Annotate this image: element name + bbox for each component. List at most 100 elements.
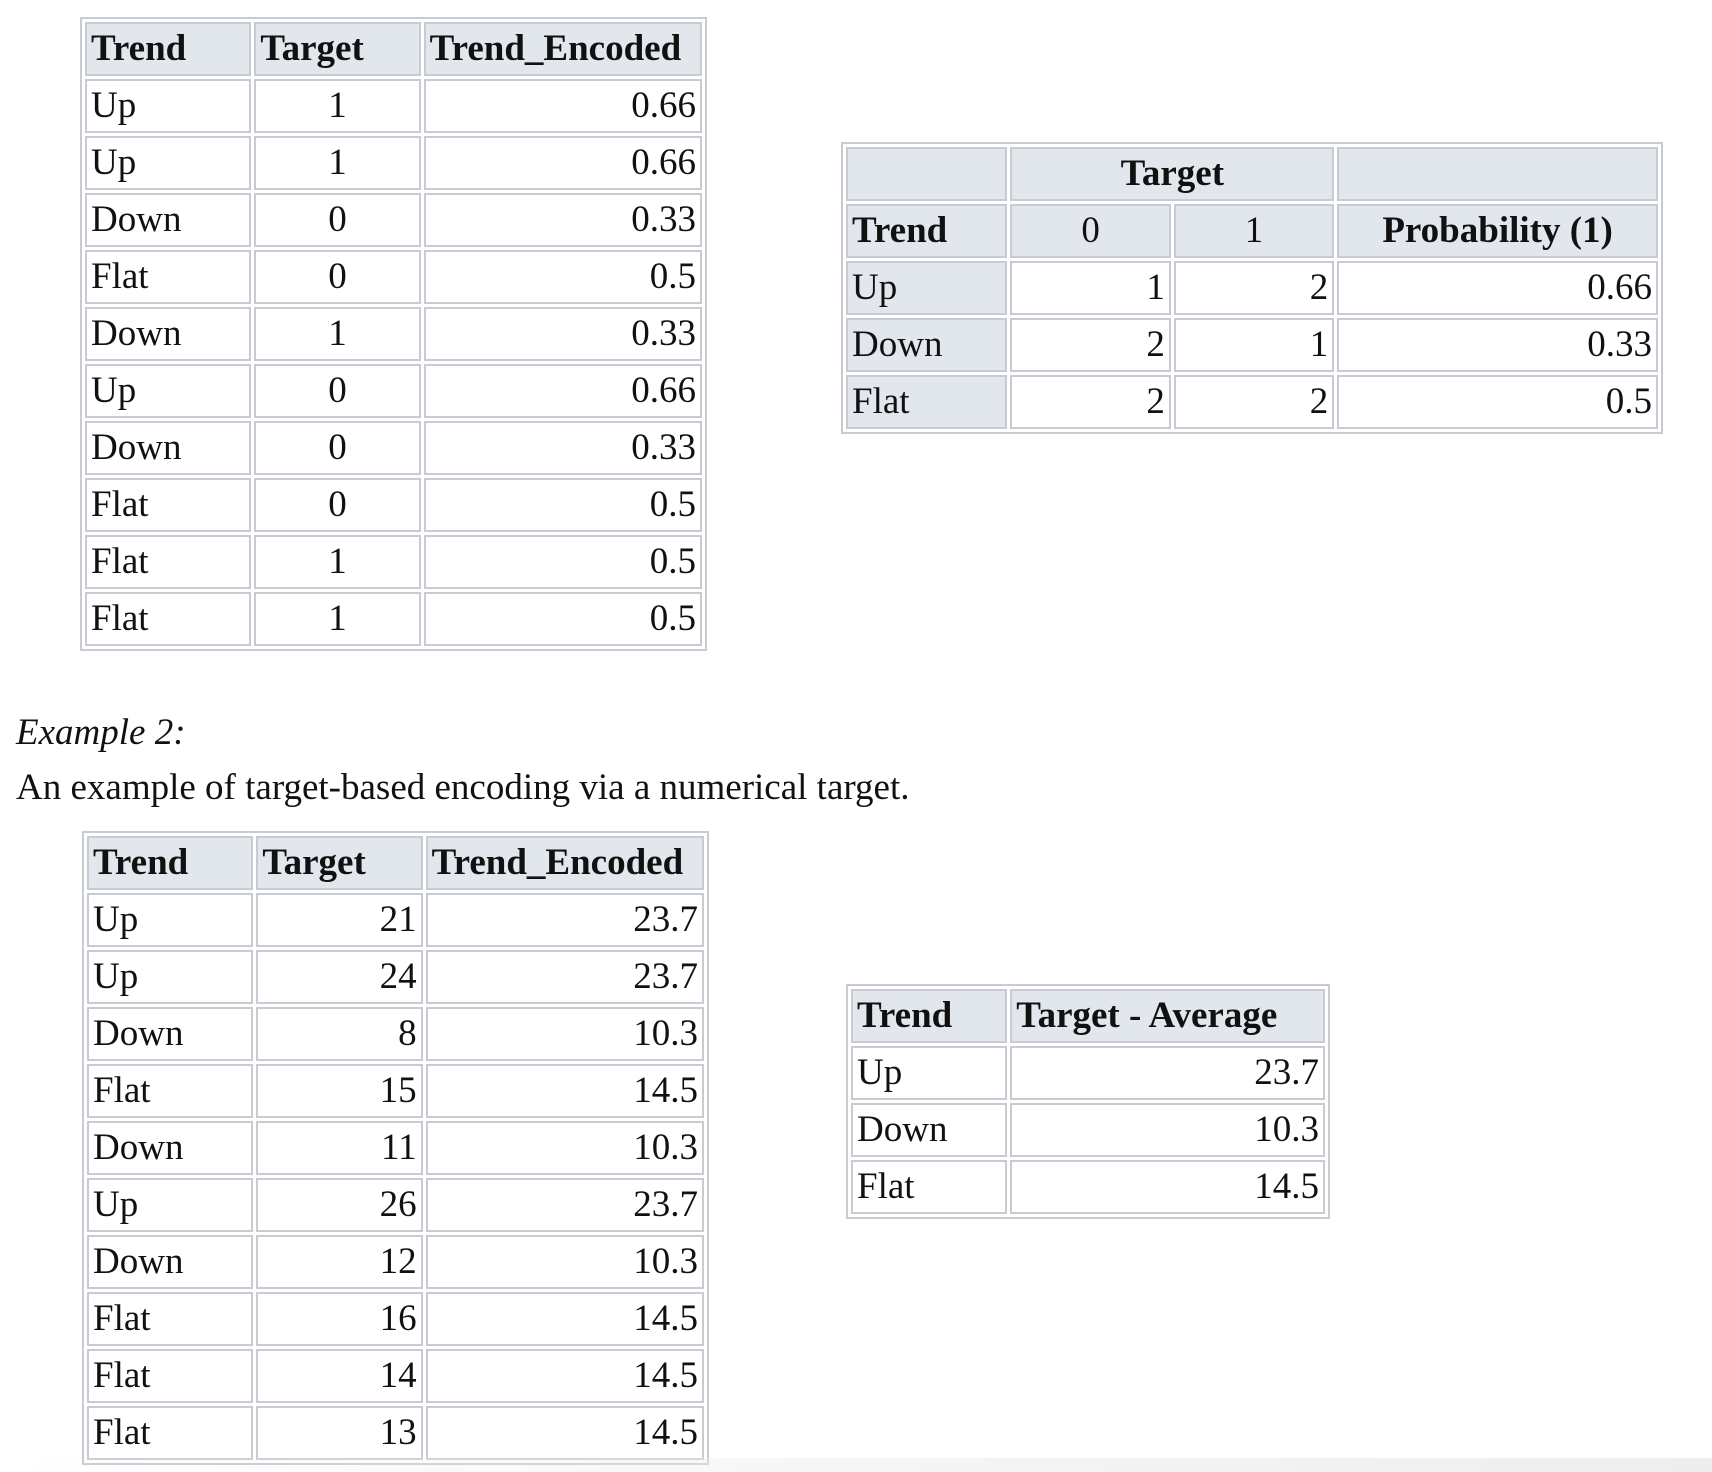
trend-column-header: Trend bbox=[85, 22, 252, 76]
example1-data-table: Trend Target Trend_Encoded Up 1 0.66 Up 1 0.… bbox=[80, 17, 707, 651]
encoded-cell: 10.3 bbox=[425, 1007, 704, 1061]
table-row: Flat 14 14.5 bbox=[87, 1349, 704, 1403]
table-row: Up 1 0.66 bbox=[85, 136, 702, 190]
target-cell: 0 bbox=[254, 193, 421, 247]
encoded-cell: 23.7 bbox=[425, 950, 704, 1004]
trend-cell: Flat bbox=[87, 1292, 254, 1346]
trend-cell: Flat bbox=[87, 1064, 254, 1118]
table-row: Down 1 0.33 bbox=[85, 307, 702, 361]
encoded-cell: 0.66 bbox=[423, 136, 702, 190]
trend-encoded-column-header: Trend_Encoded bbox=[423, 22, 702, 76]
encoded-cell: 10.3 bbox=[425, 1121, 704, 1175]
encoded-cell: 0.33 bbox=[423, 193, 702, 247]
trend-cell: Flat bbox=[87, 1349, 254, 1403]
trend-cell: Up bbox=[87, 893, 254, 947]
trend-column-header: Trend bbox=[851, 989, 1008, 1043]
probability-column-header: Probability (1) bbox=[1337, 204, 1658, 258]
target-cell: 1 bbox=[254, 307, 421, 361]
table-row: Down 0 0.33 bbox=[85, 421, 702, 475]
trend-cell: Down bbox=[85, 421, 252, 475]
table-row: Up 24 23.7 bbox=[87, 950, 704, 1004]
trend-cell: Flat bbox=[851, 1160, 1008, 1214]
trend-cell: Flat bbox=[87, 1406, 254, 1460]
encoded-cell: 0.66 bbox=[423, 79, 702, 133]
table-header-row: Trend 0 1 Probability (1) bbox=[846, 204, 1658, 258]
trend-cell: Down bbox=[85, 193, 252, 247]
target-cell: 16 bbox=[256, 1292, 423, 1346]
target-1-column-header: 1 bbox=[1173, 204, 1335, 258]
table-header-row: Trend Target - Average bbox=[851, 989, 1325, 1043]
bottom-edge-shadow bbox=[0, 1458, 1712, 1472]
table-row: Down 10.3 bbox=[851, 1103, 1325, 1157]
target-0-column-header: 0 bbox=[1010, 204, 1171, 258]
table-row: Flat 0 0.5 bbox=[85, 478, 702, 532]
average-cell: 14.5 bbox=[1010, 1160, 1325, 1214]
trend-column-header: Trend bbox=[87, 836, 254, 890]
example2-summary-table: Trend Target - Average Up 23.7 Down 10.3 F… bbox=[846, 984, 1330, 1219]
trend-cell: Flat bbox=[846, 375, 1008, 429]
table-group-header-row: Target bbox=[846, 147, 1658, 201]
table-row: Down 8 10.3 bbox=[87, 1007, 704, 1061]
trend-cell: Flat bbox=[85, 478, 252, 532]
target-cell: 13 bbox=[256, 1406, 423, 1460]
trend-cell: Down bbox=[87, 1007, 254, 1061]
table-row: Flat 13 14.5 bbox=[87, 1406, 704, 1460]
trend-cell: Up bbox=[846, 261, 1008, 315]
table-row: Down 11 10.3 bbox=[87, 1121, 704, 1175]
empty-header-cell bbox=[846, 147, 1008, 201]
encoded-cell: 0.33 bbox=[423, 307, 702, 361]
trend-cell: Flat bbox=[85, 592, 252, 646]
target-cell: 1 bbox=[254, 592, 421, 646]
target-cell: 8 bbox=[256, 1007, 423, 1061]
encoded-cell: 14.5 bbox=[425, 1292, 704, 1346]
target-cell: 0 bbox=[254, 421, 421, 475]
trend-cell: Up bbox=[85, 79, 252, 133]
trend-cell: Down bbox=[85, 307, 252, 361]
table-row: Flat 15 14.5 bbox=[87, 1064, 704, 1118]
probability-cell: 0.66 bbox=[1337, 261, 1658, 315]
encoded-cell: 23.7 bbox=[425, 1178, 704, 1232]
table-row: Down 12 10.3 bbox=[87, 1235, 704, 1289]
count-1-cell: 2 bbox=[1173, 261, 1335, 315]
target-cell: 1 bbox=[254, 79, 421, 133]
target-cell: 24 bbox=[256, 950, 423, 1004]
target-cell: 26 bbox=[256, 1178, 423, 1232]
trend-encoded-column-header: Trend_Encoded bbox=[425, 836, 704, 890]
encoded-cell: 23.7 bbox=[425, 893, 704, 947]
table-row: Up 0 0.66 bbox=[85, 364, 702, 418]
encoded-cell: 0.5 bbox=[423, 478, 702, 532]
example1-summary-table: Target Trend 0 1 Probability (1) Up 1 2 0.6… bbox=[841, 142, 1663, 434]
table-row: Up 23.7 bbox=[851, 1046, 1325, 1100]
count-0-cell: 1 bbox=[1010, 261, 1171, 315]
empty-header-cell bbox=[1337, 147, 1658, 201]
encoded-cell: 0.5 bbox=[423, 592, 702, 646]
average-cell: 10.3 bbox=[1010, 1103, 1325, 1157]
target-cell: 12 bbox=[256, 1235, 423, 1289]
target-cell: 11 bbox=[256, 1121, 423, 1175]
table-row: Flat 1 0.5 bbox=[85, 592, 702, 646]
encoded-cell: 0.66 bbox=[423, 364, 702, 418]
table-row: Up 26 23.7 bbox=[87, 1178, 704, 1232]
encoded-cell: 0.33 bbox=[423, 421, 702, 475]
trend-cell: Down bbox=[87, 1235, 254, 1289]
trend-cell: Up bbox=[85, 364, 252, 418]
trend-column-header: Trend bbox=[846, 204, 1008, 258]
encoded-cell: 14.5 bbox=[425, 1406, 704, 1460]
target-cell: 15 bbox=[256, 1064, 423, 1118]
trend-cell: Up bbox=[85, 136, 252, 190]
table-row: Flat 14.5 bbox=[851, 1160, 1325, 1214]
table-header-row: Trend Target Trend_Encoded bbox=[85, 22, 702, 76]
target-column-header: Target bbox=[256, 836, 423, 890]
target-cell: 0 bbox=[254, 364, 421, 418]
example2-data-table: Trend Target Trend_Encoded Up 21 23.7 Up 24… bbox=[82, 831, 709, 1465]
table-row: Down 2 1 0.33 bbox=[846, 318, 1658, 372]
target-cell: 14 bbox=[256, 1349, 423, 1403]
table-row: Up 21 23.7 bbox=[87, 893, 704, 947]
target-cell: 1 bbox=[254, 535, 421, 589]
table-row: Flat 2 2 0.5 bbox=[846, 375, 1658, 429]
table-row: Flat 0 0.5 bbox=[85, 250, 702, 304]
trend-cell: Up bbox=[87, 950, 254, 1004]
example-2-title: Example 2: bbox=[16, 712, 186, 753]
target-cell: 21 bbox=[256, 893, 423, 947]
encoded-cell: 14.5 bbox=[425, 1064, 704, 1118]
